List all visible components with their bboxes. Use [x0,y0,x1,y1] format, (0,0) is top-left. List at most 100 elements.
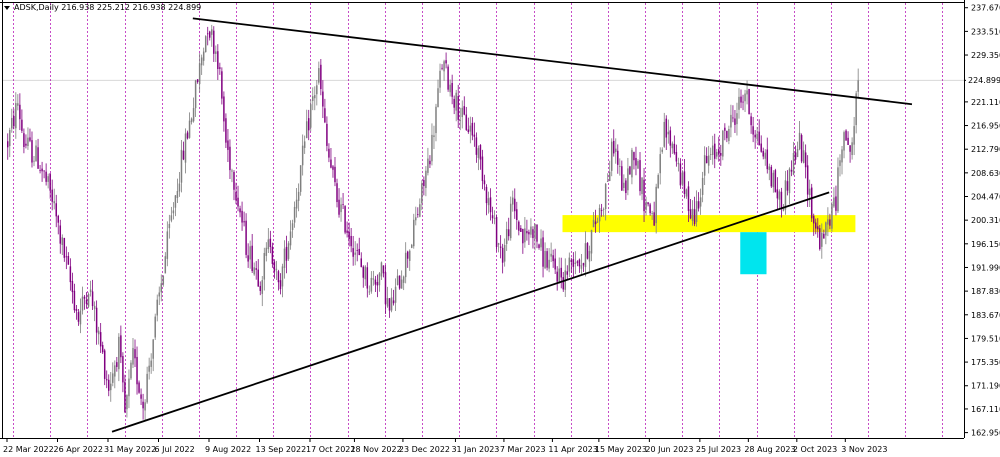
candle-body [277,271,280,283]
candle-body [829,219,831,226]
candle-body [716,151,718,157]
candle-body [671,143,674,149]
candle-body [435,106,437,134]
candle-body [156,299,158,316]
candle-body [473,134,476,137]
candle-body [314,95,316,99]
candle-body [382,265,385,274]
candle-body [637,161,639,169]
candle-body [808,188,811,196]
candle-body [697,201,700,209]
y-tick-label: 187.830 [971,287,1000,296]
candle-body [221,71,223,99]
candle-body [756,133,758,139]
candle-body [437,88,439,108]
candle-body [764,152,766,159]
y-tick-label: 191.990 [971,263,1000,272]
candle-body [227,140,229,150]
candle-body [821,232,823,247]
candle-body [21,119,23,131]
candle-body [487,198,490,206]
candle-body [281,266,284,287]
candle-body [621,166,623,191]
y-tick-label: 179.510 [971,334,1000,343]
candle-body [604,183,607,210]
candle-body [55,203,57,217]
y-tick-label: 162.950 [971,429,1000,438]
candle-body [332,166,334,170]
candle-body [376,281,379,286]
candle-body [51,189,53,202]
candle-body [425,170,427,189]
candle-body [673,143,676,154]
candle-body [843,132,845,151]
candle-body [118,336,120,370]
candle-body [762,150,764,157]
x-tick-label: 31 Jan 2023 [451,445,499,454]
candle-body [219,67,221,69]
candle-body [17,103,19,106]
x-tick-label: 22 Mar 2022 [3,445,54,454]
candle-body [172,210,175,214]
candle-body [788,168,791,194]
y-tick-label: 183.670 [971,311,1000,320]
candle-body [233,171,235,190]
y-tick-label: 216.950 [971,122,1000,131]
candle-body [158,292,160,297]
x-tick-label: 17 Oct 2022 [306,445,355,454]
zones-layer [562,215,856,275]
candle-body [633,152,635,161]
candle-body [647,202,649,205]
candle-body [261,280,264,294]
candle-body [849,145,851,152]
candle-body [431,134,433,162]
candle-body [501,247,504,263]
candle-body [378,273,381,286]
y-tick-label: 208.630 [971,169,1000,178]
candle-body [344,206,346,233]
candle-body [324,108,326,123]
candle-body [182,150,185,160]
candle-body [322,91,324,107]
candle-body [316,85,318,95]
candle-body [408,250,411,261]
candle-body [766,149,769,170]
candle-body [588,250,591,262]
candle-body [495,217,498,248]
candle-body [457,96,459,120]
candle-body [649,204,651,214]
x-tick-label: 6 Jul 2022 [155,445,195,454]
candle-body [705,156,708,164]
candle-body [108,379,110,391]
candle-body [572,259,575,267]
candle-body [499,246,502,248]
y-tick-label: 167.110 [971,405,1000,414]
candle-body [93,305,96,309]
candle-body [150,360,152,367]
candle-body [374,279,377,285]
candle-body [336,183,338,203]
candle-body [489,197,492,213]
candle-body [305,121,308,139]
candle-body [570,259,573,263]
candle-body [184,133,187,163]
candle-body [558,268,560,284]
candle-body [667,131,670,135]
candle-body [857,80,859,92]
candle-body [629,166,631,175]
candle-body [592,219,595,228]
candle-body [724,127,726,131]
candle-body [37,147,39,169]
chart-menu-icon[interactable] [4,6,10,10]
candle-body [774,170,777,193]
candle-body [132,347,134,365]
candle-body [641,177,643,195]
candle-body [681,172,684,185]
candle-body [738,96,740,110]
candle-body [677,162,680,165]
candle-body [703,155,706,176]
candle-body [411,244,413,248]
candle-body [514,198,516,212]
